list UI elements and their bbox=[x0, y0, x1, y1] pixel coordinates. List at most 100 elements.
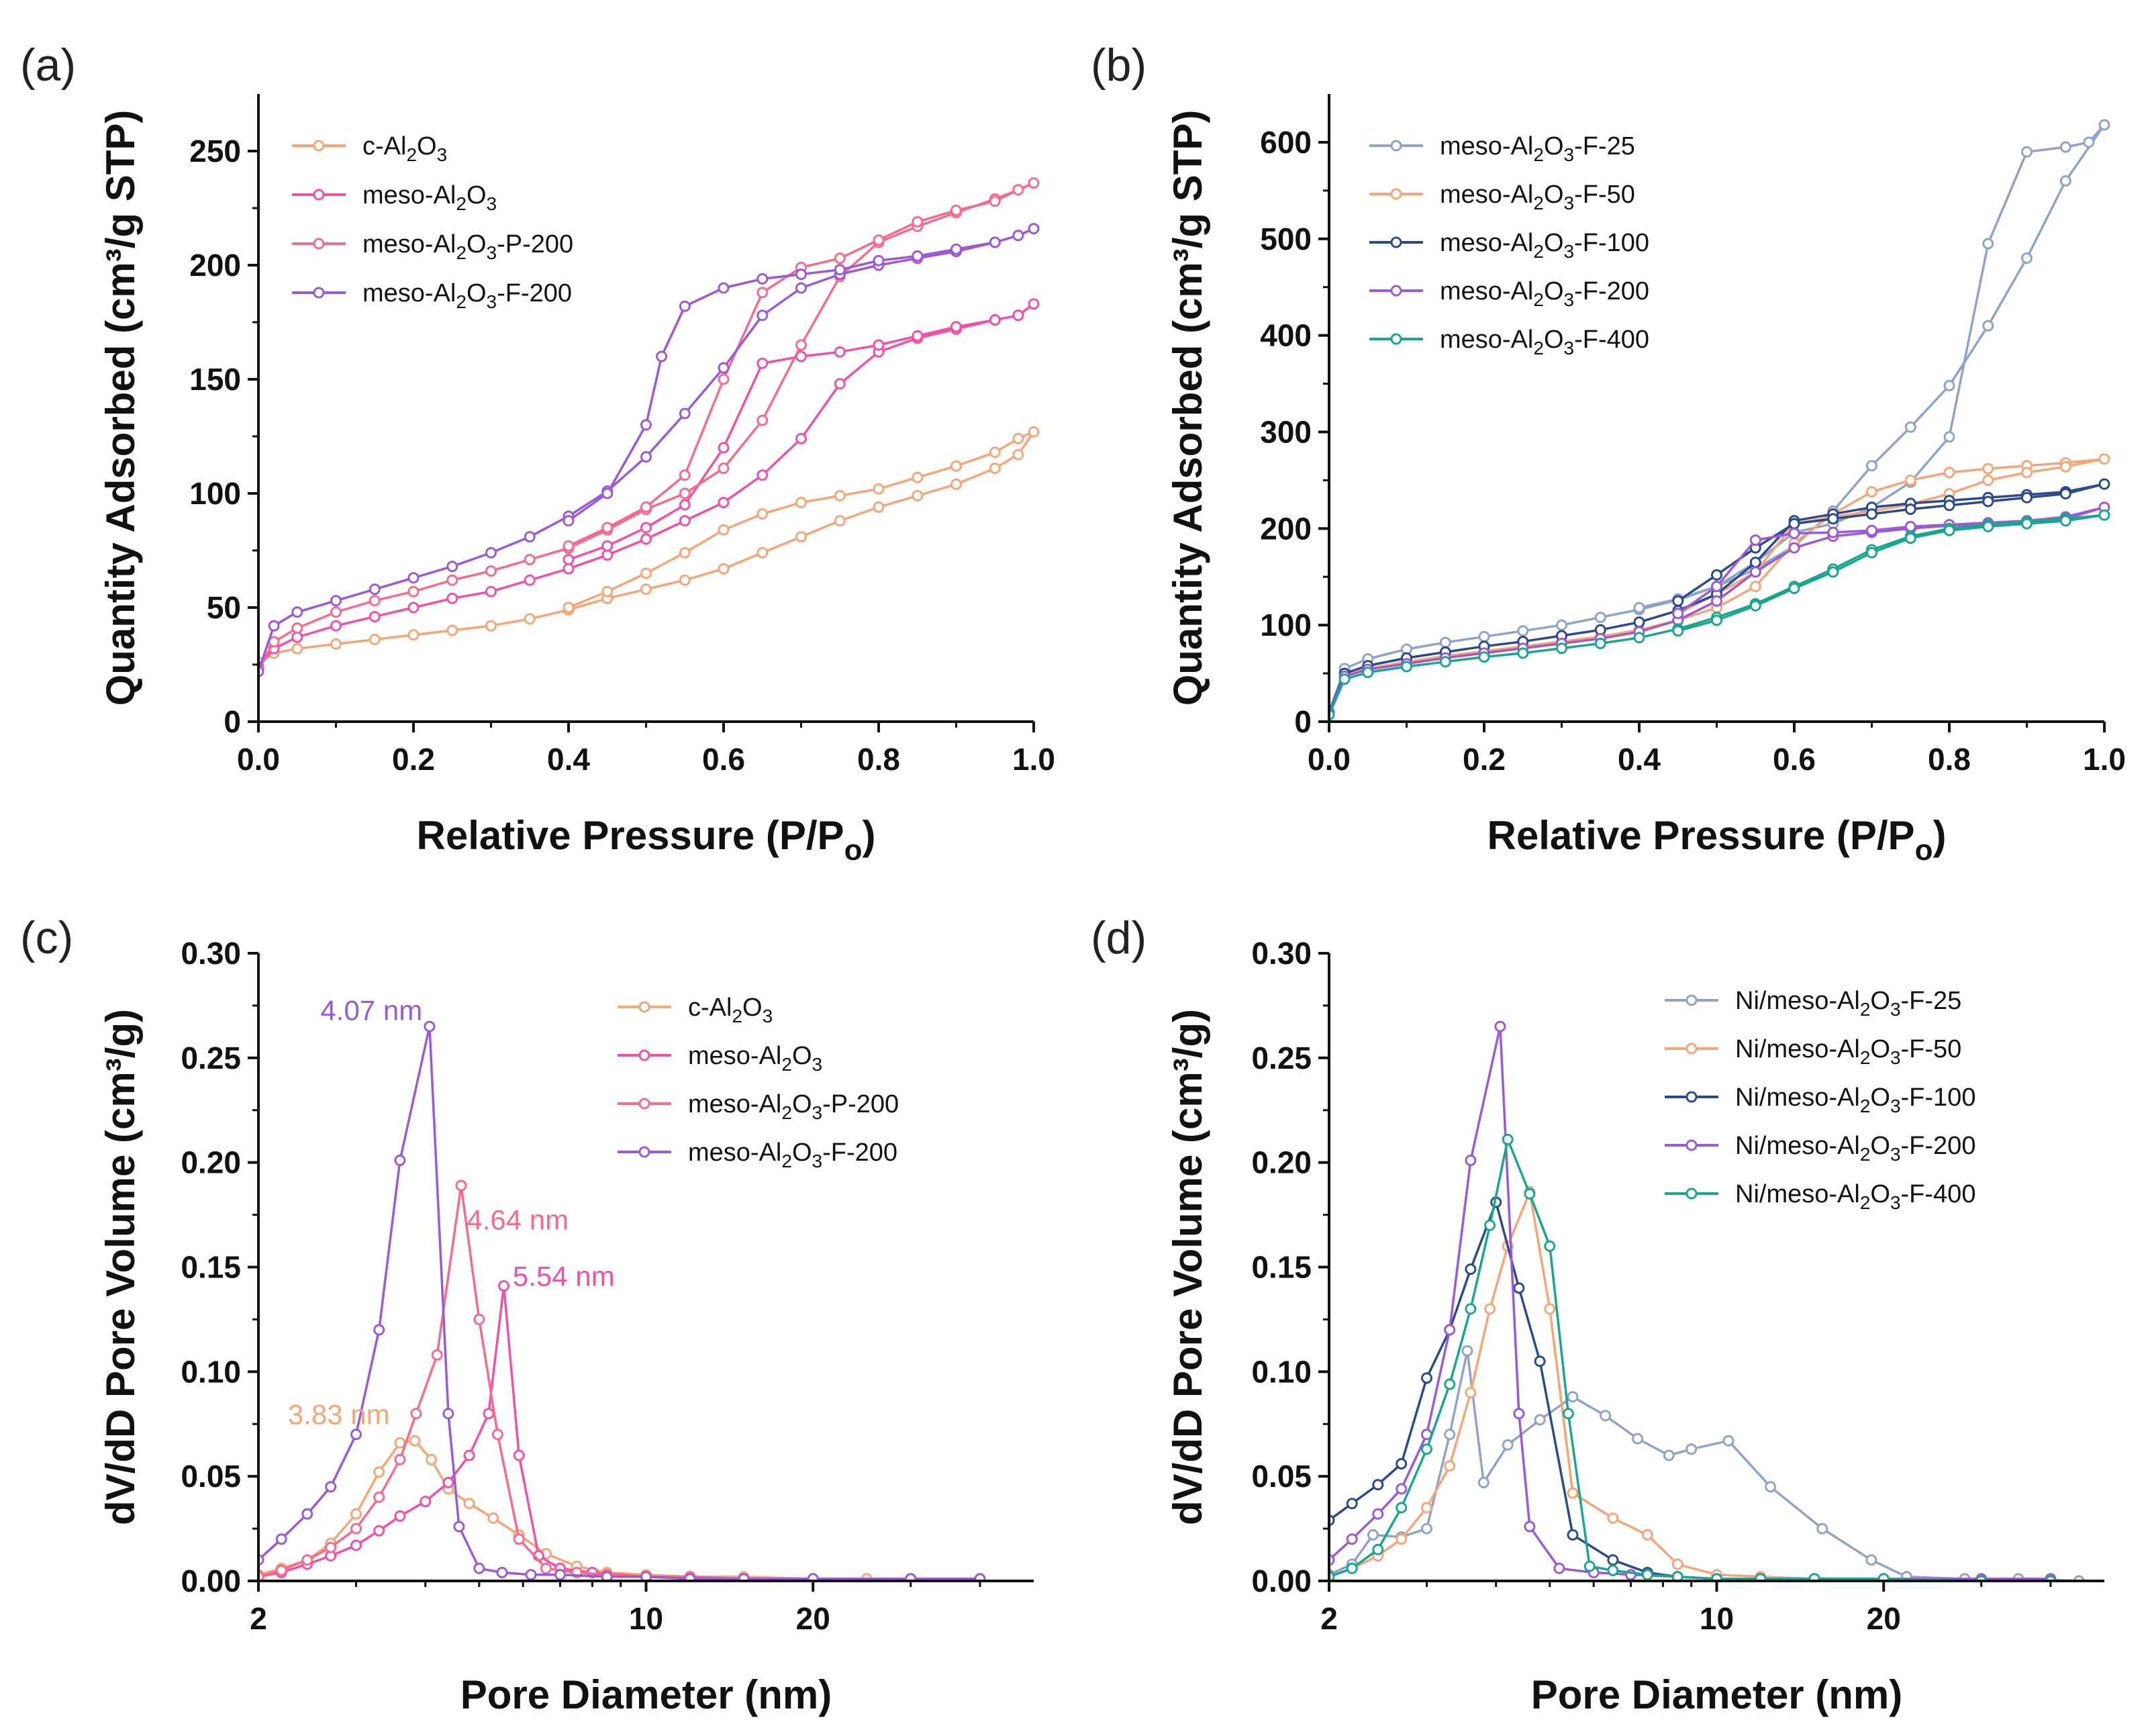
data-point bbox=[640, 1571, 652, 1581]
y-tick-label: 0.30 bbox=[181, 936, 241, 971]
data-point bbox=[524, 554, 536, 566]
series-group bbox=[1329, 1020, 2085, 1581]
data-point bbox=[1788, 583, 1800, 594]
legend-label: meso-Al2O3 bbox=[362, 181, 497, 214]
data-point bbox=[1583, 1560, 1596, 1572]
data-point bbox=[373, 1324, 385, 1336]
legend: c-Al2O3 meso-Al2O3 meso-Al2O3-P-200 meso-Al… bbox=[618, 994, 899, 1171]
x-axis-title: Relative Pressure (P/Po) bbox=[417, 813, 876, 867]
data-point bbox=[601, 585, 614, 597]
data-point bbox=[1749, 534, 1761, 546]
data-point bbox=[1672, 625, 1684, 637]
data-point bbox=[491, 1429, 503, 1441]
data-point bbox=[974, 1573, 986, 1581]
legend-item: Ni/meso-Al2O3-F-25 bbox=[1665, 987, 1961, 1020]
data-point bbox=[275, 1533, 287, 1545]
y-tick-label: 100 bbox=[1260, 608, 1312, 642]
data-point bbox=[873, 254, 885, 267]
data-point bbox=[1866, 486, 1877, 498]
data-point bbox=[1444, 1429, 1456, 1441]
data-point bbox=[989, 195, 1001, 207]
data-point bbox=[1672, 595, 1684, 607]
data-point bbox=[407, 585, 420, 597]
data-point bbox=[1904, 474, 1916, 486]
x-axis-title: Pore Diameter (nm) bbox=[1531, 1672, 1902, 1717]
data-point bbox=[1711, 614, 1722, 626]
data-point bbox=[1982, 520, 1994, 532]
data-point bbox=[325, 1541, 337, 1553]
data-point bbox=[1607, 1512, 1619, 1524]
panel-letter: (c) bbox=[20, 912, 73, 963]
legend-marker bbox=[1685, 1091, 1698, 1103]
data-point bbox=[756, 309, 769, 322]
data-point bbox=[1671, 1558, 1683, 1570]
data-point bbox=[1904, 532, 1916, 544]
data-point bbox=[679, 469, 691, 481]
data-point bbox=[291, 631, 303, 643]
y-tick-label: 200 bbox=[1260, 511, 1312, 546]
legend: meso-Al2O3-F-25 meso-Al2O3-F-50 meso-Al2O3… bbox=[1369, 132, 1649, 358]
data-point bbox=[1711, 1573, 1722, 1581]
data-point bbox=[431, 1349, 443, 1361]
legend-label: meso-Al2O3-F-50 bbox=[1440, 181, 1635, 213]
series-group bbox=[258, 1020, 986, 1581]
data-point bbox=[1765, 1481, 1777, 1493]
legend-marker bbox=[1685, 1043, 1698, 1055]
data-point bbox=[1904, 503, 1916, 515]
legend-marker bbox=[638, 1098, 650, 1110]
y-tick-label: 0 bbox=[224, 704, 241, 739]
legend: c-Al2O3 meso-Al2O3 meso-Al2O3-P-200 meso-Al… bbox=[292, 132, 573, 312]
data-point bbox=[1461, 1345, 1473, 1357]
legend-item: Ni/meso-Al2O3-F-100 bbox=[1665, 1083, 1975, 1116]
data-point bbox=[1484, 1303, 1496, 1315]
y-tick-label: 150 bbox=[189, 362, 241, 397]
x-tick-label: 0.6 bbox=[1773, 742, 1816, 777]
data-point bbox=[1517, 647, 1529, 659]
data-point bbox=[1012, 230, 1024, 242]
panel-c: (c) 2 10 20 0.00 0.05 0.10 0.15 0.20 0.25 0.30 Pore… bbox=[20, 912, 1034, 1717]
data-point bbox=[291, 642, 303, 655]
data-point bbox=[394, 1510, 406, 1522]
data-point bbox=[679, 574, 691, 586]
legend-item: c-Al2O3 bbox=[292, 132, 447, 165]
y-tick-label: 0.25 bbox=[181, 1041, 241, 1075]
peak-annotation: 5.54 nm bbox=[513, 1261, 615, 1292]
data-point bbox=[410, 1408, 422, 1420]
data-point bbox=[1866, 546, 1877, 559]
x-tick-label: 0.8 bbox=[1928, 742, 1971, 777]
data-point bbox=[1028, 298, 1040, 310]
x-tick-label: 10 bbox=[1700, 1601, 1734, 1636]
data-point bbox=[373, 1525, 385, 1537]
data-point bbox=[756, 414, 769, 426]
data-point bbox=[563, 563, 575, 575]
panel-letter: (a) bbox=[20, 40, 76, 91]
peak-annotation: 4.07 nm bbox=[320, 995, 422, 1026]
legend-label: Ni/meso-Al2O3-F-50 bbox=[1735, 1035, 1961, 1068]
data-point bbox=[1562, 1408, 1574, 1420]
data-point bbox=[1421, 1443, 1432, 1455]
data-point bbox=[1556, 619, 1567, 631]
data-point bbox=[795, 339, 807, 351]
series-group bbox=[258, 177, 1040, 677]
series-line-0 bbox=[258, 430, 1035, 664]
data-point bbox=[1421, 1523, 1432, 1535]
data-point bbox=[463, 1449, 475, 1461]
legend-label: meso-Al2O3-P-200 bbox=[688, 1090, 899, 1123]
data-point bbox=[912, 471, 924, 483]
data-point bbox=[989, 236, 1001, 248]
data-point bbox=[369, 611, 381, 623]
data-point bbox=[1012, 184, 1024, 196]
legend-marker bbox=[638, 1001, 650, 1013]
legend-marker bbox=[638, 1146, 650, 1158]
data-point bbox=[1478, 630, 1490, 642]
legend-item: Ni/meso-Al2O3-F-400 bbox=[1665, 1180, 1975, 1213]
data-point bbox=[679, 546, 691, 559]
data-point bbox=[718, 373, 730, 385]
data-point bbox=[1396, 1483, 1408, 1495]
data-point bbox=[1816, 1523, 1828, 1535]
data-point bbox=[1444, 1378, 1456, 1390]
data-point bbox=[1711, 595, 1722, 607]
x-tick-label: 0.0 bbox=[237, 742, 280, 777]
data-point bbox=[1396, 1458, 1408, 1469]
data-point bbox=[1827, 526, 1839, 538]
